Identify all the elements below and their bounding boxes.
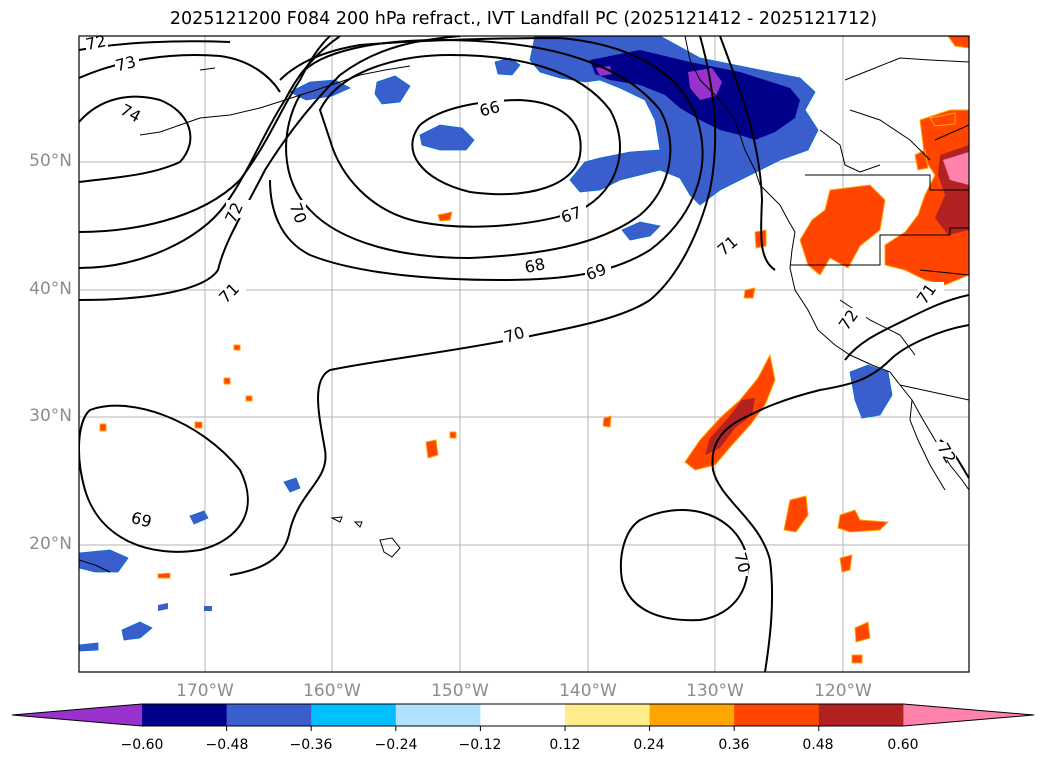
lon-label: 150°W: [431, 681, 489, 701]
colorbar-segment: [311, 704, 397, 726]
lon-label: 120°W: [814, 681, 872, 701]
colorbar-tick-label: 0.36: [718, 737, 750, 753]
coastlines: [79, 36, 969, 573]
map-frame: [78, 35, 970, 673]
colorbar-tick-label: −0.24: [374, 737, 418, 753]
colorbar-extend-left: [12, 704, 142, 726]
colorbar-tick-label: 0.48: [802, 737, 834, 753]
colorbar-extend-right: [903, 704, 1034, 726]
map-title: 2025121200 F084 200 hPa refract., IVT La…: [169, 9, 878, 29]
lon-label: 140°W: [559, 681, 617, 701]
colorbar-tick-label: 0.60: [887, 737, 919, 753]
colorbar: [11, 703, 1035, 731]
negative-ivt-regions: [79, 36, 893, 652]
colorbar-segment: [395, 704, 481, 726]
colorbar-segment: [734, 704, 820, 726]
colorbar-tick-label: −0.60: [120, 737, 164, 753]
contour-label: 69: [129, 508, 154, 532]
colorbar-tick-label: 0.24: [633, 737, 665, 753]
contour-labels: 72 73 74 66 67 68 69 70 71 72 70 71 69 7…: [84, 31, 960, 576]
colorbar-segment: [649, 704, 735, 726]
lon-label: 170°W: [176, 681, 234, 701]
colorbar-tick-label: −0.48: [205, 737, 249, 753]
colorbar-tick-label: −0.12: [458, 737, 502, 753]
contour-label: 70: [731, 550, 755, 575]
contour-lines: [79, 36, 969, 672]
lat-label: 30°N: [29, 406, 72, 426]
colorbar-segment: [480, 704, 566, 726]
colorbar-segment: [565, 704, 651, 726]
colorbar-tick-label: −0.36: [289, 737, 333, 753]
lon-label: 160°W: [303, 681, 361, 701]
contour-label: 73: [113, 52, 137, 75]
lat-label: 20°N: [29, 534, 72, 554]
lat-label: 40°N: [29, 279, 72, 299]
contour-label: 72: [84, 31, 108, 54]
positive-ivt-regions: [99, 36, 969, 664]
contour-label: 68: [523, 254, 547, 277]
gridlines: [79, 36, 969, 672]
colorbar-segment: [142, 704, 228, 726]
lon-label: 130°W: [686, 681, 744, 701]
colorbar-tick-label: 0.12: [549, 737, 581, 753]
contour-label: 66: [477, 97, 501, 120]
lat-label: 50°N: [29, 151, 72, 171]
colorbar-segment: [818, 704, 904, 726]
colorbar-segment: [226, 704, 312, 726]
colorbar-outline: [11, 703, 1035, 727]
